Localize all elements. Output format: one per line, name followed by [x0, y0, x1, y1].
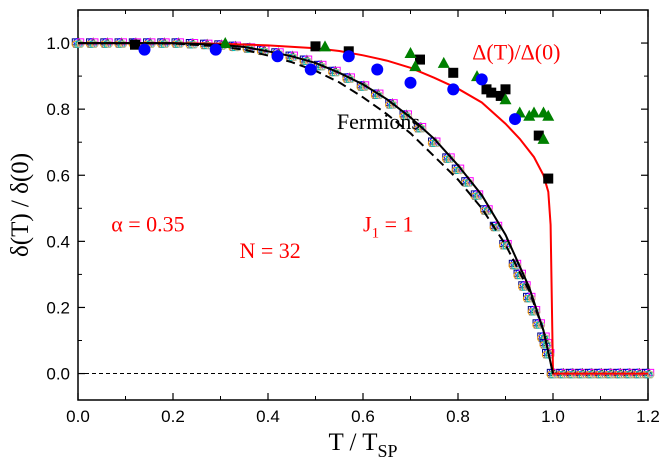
x-axis-label-main: T / T — [328, 429, 377, 456]
solid-line — [78, 42, 648, 375]
y-tick-label: 0.6 — [46, 166, 70, 185]
marker-triangle — [437, 56, 450, 68]
marker-open-circle — [647, 371, 655, 379]
y-tick-label: 0.0 — [46, 365, 70, 384]
annotation-subscript: 1 — [372, 225, 380, 241]
marker-square — [130, 39, 140, 50]
y-tick-label: 0.4 — [46, 232, 70, 251]
marker-square — [310, 41, 321, 52]
x-tick-label: 0.8 — [446, 407, 470, 426]
x-tick-label: 0.6 — [351, 407, 375, 426]
marker-triangle — [404, 46, 417, 58]
marker-circle — [209, 43, 222, 56]
marker-open-circle — [376, 91, 384, 100]
marker-square — [495, 90, 506, 101]
annotation-suffix: = 1 — [379, 211, 413, 236]
annotation-main: J — [363, 211, 372, 236]
marker-cluster — [641, 367, 655, 379]
marker-open-circle — [105, 40, 113, 48]
marker-triangle — [528, 106, 540, 118]
annotation-main: α = 0.35 — [111, 211, 184, 236]
annotation-text: J1 = 1 — [363, 211, 413, 241]
annotation-text: Fermions — [337, 109, 420, 134]
marker-cluster — [85, 37, 99, 48]
axis-ticks: 0.0 0.2 0.4 0.6 0.8 1.0 1.2 0.0 0.2 0.4 0.6 0.8 1.0 — [46, 10, 660, 426]
x-tick-label: 0.2 — [161, 407, 185, 426]
marker-open-circle — [419, 125, 427, 133]
marker-open-circle — [447, 155, 455, 163]
annotation-main: Fermions — [337, 109, 420, 134]
marker-triangle — [542, 109, 555, 121]
marker-triangle — [319, 40, 331, 52]
series-layer — [71, 37, 655, 379]
x-axis-label: T / TSP — [328, 429, 397, 461]
marker-circle — [342, 50, 355, 63]
marker-open-circle — [119, 40, 128, 48]
plot-frame — [77, 9, 649, 401]
marker-square — [486, 87, 497, 98]
marker-square — [415, 54, 425, 65]
y-tick-label: 0.2 — [46, 298, 70, 317]
marker-circle — [271, 50, 284, 63]
marker-circle — [304, 63, 317, 76]
marker-open-circle — [433, 139, 441, 148]
marker-square — [543, 173, 554, 184]
annotation-main: Δ(T)/Δ(0) — [472, 40, 560, 65]
annotation-text: N = 32 — [240, 238, 301, 263]
marker-circle — [138, 43, 151, 56]
marker-square — [500, 84, 511, 95]
marker-circle — [371, 63, 384, 76]
annotation-main: N = 32 — [240, 238, 301, 263]
marker-open-circle — [404, 112, 413, 121]
marker-open-circle — [390, 101, 398, 109]
marker-open-circle — [91, 40, 99, 48]
marker-circle — [475, 73, 488, 86]
marker-square — [533, 130, 544, 141]
marker-square — [448, 67, 459, 78]
x-tick-label: 1.0 — [541, 407, 565, 426]
annotations: Δ(T)/Δ(0) Fermions α = 0.35 J1 = 1 N = 32 — [111, 40, 560, 263]
marker-circle — [404, 76, 417, 89]
marker-circle — [509, 113, 521, 126]
x-axis-label-sub: SP — [378, 441, 398, 461]
marker-triangle — [537, 132, 550, 144]
marker-open-circle — [547, 351, 555, 359]
marker-cluster — [100, 37, 113, 48]
x-tick-label: 0.0 — [66, 407, 90, 426]
y-axis-label: δ(T) / δ(0) — [7, 153, 34, 257]
marker-triangle — [499, 93, 512, 105]
marker-open-circle — [77, 40, 85, 48]
solid-line — [78, 42, 554, 374]
y-tick-label: 1.0 — [46, 34, 70, 53]
x-tick-label: 1.2 — [636, 407, 660, 426]
marker-circle — [447, 83, 460, 96]
y-tick-label: 0.8 — [46, 100, 70, 119]
marker-triangle — [219, 37, 232, 49]
annotation-text: Δ(T)/Δ(0) — [472, 40, 560, 65]
x-tick-label: 0.4 — [256, 407, 280, 426]
marker-triangle — [409, 60, 422, 72]
annotation-text: α = 0.35 — [111, 211, 184, 236]
